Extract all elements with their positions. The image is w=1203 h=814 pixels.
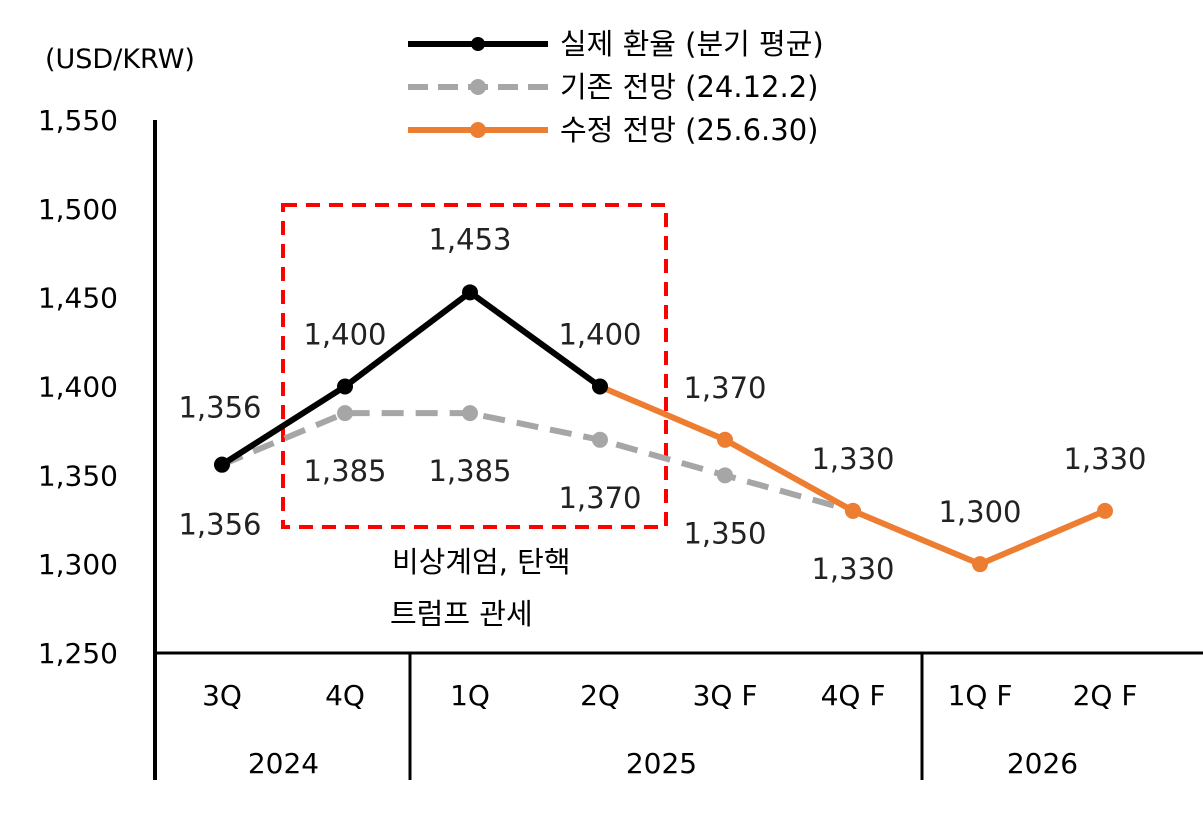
x-category-label: 3Q bbox=[202, 679, 242, 712]
data-point-actual bbox=[214, 456, 230, 473]
y-tick-label: 1,350 bbox=[38, 459, 118, 492]
data-point-previous-forecast bbox=[337, 405, 353, 422]
data-point-actual bbox=[462, 284, 478, 301]
data-label-revised-forecast: 1,330 bbox=[811, 442, 894, 476]
x-category-label: 4Q F bbox=[821, 679, 886, 712]
data-point-revised-forecast bbox=[1097, 502, 1113, 519]
x-category-label: 1Q bbox=[450, 679, 490, 712]
data-label-previous-forecast: 1,356 bbox=[178, 508, 261, 542]
x-category-label: 2Q bbox=[580, 679, 620, 712]
data-point-previous-forecast bbox=[462, 405, 478, 422]
x-category-label: 3Q F bbox=[693, 679, 758, 712]
series-line-actual bbox=[219, 289, 603, 468]
data-label-revised-forecast: 1,330 bbox=[1063, 442, 1146, 476]
data-point-actual bbox=[592, 378, 608, 395]
y-tick-label: 1,500 bbox=[38, 193, 118, 226]
data-point-revised-forecast bbox=[972, 556, 988, 573]
series-line-previous-forecast bbox=[220, 410, 854, 514]
y-tick-label: 1,450 bbox=[38, 282, 118, 315]
data-label-actual: 1,356 bbox=[178, 391, 261, 425]
legend-label-previous-forecast: 기존 전망 (24.12.2) bbox=[560, 70, 818, 104]
data-label-previous-forecast: 1,385 bbox=[428, 454, 511, 488]
x-group-label: 2026 bbox=[1007, 747, 1078, 780]
legend-label-revised-forecast: 수정 전망 (25.6.30) bbox=[560, 113, 818, 147]
x-group-label: 2025 bbox=[626, 747, 697, 780]
y-tick-label: 1,550 bbox=[38, 104, 118, 137]
data-label-actual: 1,400 bbox=[303, 318, 386, 352]
data-label-previous-forecast: 1,350 bbox=[683, 516, 766, 550]
legend-marker-actual bbox=[471, 37, 485, 51]
y-tick-label: 1,300 bbox=[38, 548, 118, 581]
legend: 실제 환율 (분기 평균) 기존 전망 (24.12.2) 수정 전망 (25.… bbox=[408, 27, 824, 147]
data-point-actual bbox=[337, 378, 353, 395]
annotation-trump-tariff: 트럼프 관세 bbox=[390, 597, 533, 631]
x-category-label: 4Q bbox=[325, 679, 365, 712]
legend-marker-revised-forecast bbox=[470, 122, 486, 138]
x-category-label: 2Q F bbox=[1073, 679, 1138, 712]
data-label-revised-forecast: 1,370 bbox=[683, 371, 766, 405]
y-tick-label: 1,250 bbox=[38, 637, 118, 670]
data-point-previous-forecast bbox=[592, 431, 608, 448]
y-axis-unit-label: (USD/KRW) bbox=[45, 44, 195, 75]
annotation-martial-law: 비상계엄, 탄핵 bbox=[392, 545, 571, 579]
data-label-previous-forecast: 1,330 bbox=[811, 552, 894, 586]
x-group-label: 2024 bbox=[248, 747, 319, 780]
legend-label-actual: 실제 환율 (분기 평균) bbox=[560, 27, 824, 61]
legend-marker-previous-forecast bbox=[470, 79, 486, 95]
data-label-previous-forecast: 1,370 bbox=[558, 481, 641, 515]
data-point-revised-forecast bbox=[845, 502, 861, 519]
data-point-previous-forecast bbox=[717, 467, 733, 484]
data-label-previous-forecast: 1,385 bbox=[303, 454, 386, 488]
y-tick-label: 1,400 bbox=[38, 371, 118, 404]
data-point-revised-forecast bbox=[717, 431, 733, 448]
data-label-actual: 1,400 bbox=[558, 318, 641, 352]
x-category-label: 1Q F bbox=[948, 679, 1013, 712]
data-label-actual: 1,453 bbox=[428, 222, 511, 256]
highlight-box bbox=[281, 203, 668, 529]
data-label-revised-forecast: 1,300 bbox=[938, 495, 1021, 529]
